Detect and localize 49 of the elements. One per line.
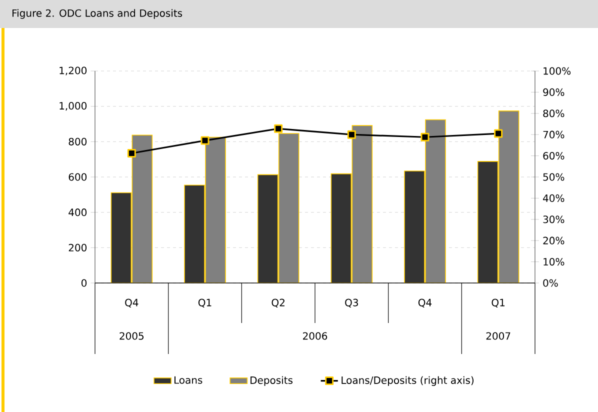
x-tick-label: Q4 [125, 298, 138, 308]
x-tick-label: Q4 [418, 298, 432, 308]
bar [352, 125, 373, 283]
point [494, 129, 503, 138]
bar [477, 161, 498, 283]
legend-label: Loans [174, 376, 202, 384]
y2-tick-label: 20% [543, 236, 564, 244]
bar [132, 134, 153, 283]
bar [498, 110, 520, 283]
y-tick-label: 1,000 [60, 102, 87, 111]
text: 2006 [303, 332, 328, 340]
x-tick-label: Q3 [345, 298, 358, 308]
y2-tick-label: 80% [543, 110, 564, 118]
x-tick-label: Q2 [272, 298, 284, 308]
y-tick-label: 400 [68, 208, 87, 216]
x-tick-label: Q1 [492, 298, 505, 308]
y2-tick-label: 50% [543, 173, 564, 181]
y-tick-label: 200 [68, 244, 87, 252]
point [347, 130, 356, 139]
bar [110, 192, 132, 283]
chart-title: Figure 2. ODC Loans and Deposits [12, 9, 182, 19]
y2-tick-label: 90% [543, 88, 564, 96]
y2-tick-label: 30% [543, 216, 564, 224]
point [127, 149, 136, 158]
text: 2007 [486, 332, 510, 340]
point [420, 132, 430, 142]
y-tick-label: 600 [68, 173, 87, 181]
y-tick-label: 0 [82, 279, 87, 287]
legend-label: Deposits [250, 376, 293, 386]
point [200, 136, 210, 145]
y-tick-label: 1,200 [60, 66, 87, 76]
bar [330, 173, 352, 283]
y2-tick-label: 100% [544, 67, 571, 75]
bar [425, 119, 446, 283]
bar [184, 184, 205, 283]
point [274, 124, 283, 133]
bar [257, 174, 278, 283]
y2-tick-label: 0% [543, 279, 558, 287]
y2-tick-label: 40% [543, 194, 564, 202]
y-tick-label: 800 [68, 138, 87, 146]
bar [205, 136, 226, 283]
text: 2005 [120, 332, 144, 340]
y2-tick-label: 60% [543, 152, 564, 160]
bar [278, 133, 300, 283]
y2-tick-label: 10% [544, 258, 564, 266]
x-tick-label: Q1 [198, 298, 212, 308]
legend-label: Loans/Deposits (right axis) [342, 376, 474, 386]
y2-tick-label: 70% [543, 130, 564, 138]
bar [404, 170, 425, 283]
